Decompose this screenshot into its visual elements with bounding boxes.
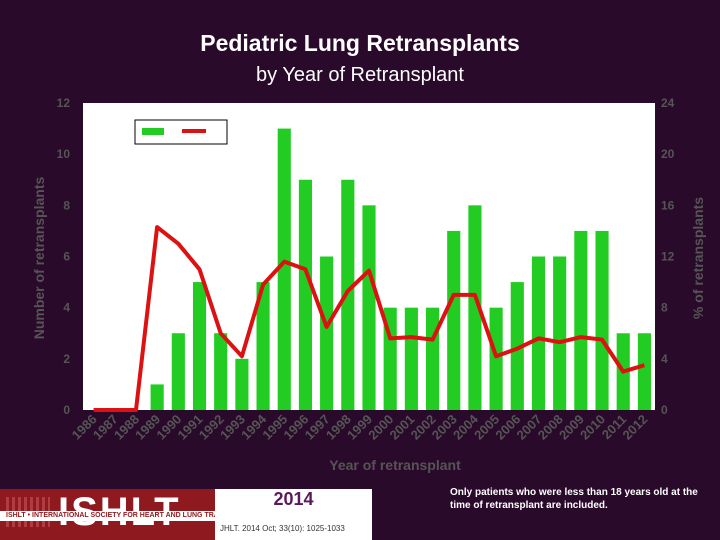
bar-2004 [468, 205, 482, 410]
bar-2002 [425, 307, 440, 410]
footnote: Only patients who were less than 18 year… [450, 487, 698, 511]
legend [134, 119, 228, 145]
bar-1989 [150, 384, 164, 410]
report-year: 2014 [273, 489, 314, 509]
bar-1991 [192, 282, 207, 410]
y-tick-4: 4 [63, 301, 70, 315]
right-axis-ticks: 0 4 8 12 16 20 24 [661, 96, 675, 417]
report-year-box: 2014 JHLT. 2014 Oct; 33(10): 1025-1033 [215, 489, 372, 540]
x-axis-ticks: 1986198719881989199019911992199319941995… [69, 411, 651, 443]
bar-1999 [362, 205, 376, 410]
x-tick-2012: 2012 [619, 412, 650, 443]
y-tick-0: 0 [63, 403, 70, 417]
citation: JHLT. 2014 Oct; 33(10): 1025-1033 [220, 524, 345, 533]
y-axis-label: Number of retransplants [31, 176, 47, 339]
chart-subtitle: by Year of Retransplant [256, 64, 464, 86]
bar-1993 [235, 358, 249, 410]
bar-1992 [214, 333, 228, 410]
y-tick-2: 2 [63, 352, 70, 366]
bar-2007 [531, 256, 546, 410]
bar-2010 [595, 230, 609, 410]
y2-axis-label: % of retransplants [690, 197, 706, 319]
y2-tick-0: 0 [661, 403, 668, 417]
bar-1994 [256, 282, 270, 410]
bar-2012 [637, 333, 651, 410]
legend-bar-swatch [142, 128, 164, 135]
y2-tick-16: 16 [661, 198, 675, 212]
y-tick-10: 10 [57, 147, 71, 161]
bar-2003 [447, 230, 461, 410]
bar-1990 [171, 333, 185, 410]
y2-tick-8: 8 [661, 301, 668, 315]
bar-1996 [298, 179, 313, 410]
x-axis-label: Year of retransplant [329, 457, 461, 473]
bar-2006 [510, 282, 524, 410]
bar-1997 [320, 256, 334, 410]
bar-1995 [277, 128, 291, 411]
left-axis-ticks: 0 2 4 6 8 10 12 [57, 96, 71, 417]
y2-tick-20: 20 [661, 147, 675, 161]
bar-2009 [574, 230, 588, 410]
bar-2005 [489, 307, 503, 410]
org-name-band: ISHLT • INTERNATIONAL SOCIETY FOR HEART … [0, 511, 372, 521]
bar-2008 [553, 256, 567, 410]
y2-tick-12: 12 [661, 250, 675, 264]
chart-title: Pediatric Lung Retransplants [200, 30, 520, 56]
bar-2001 [404, 307, 418, 410]
y-tick-12: 12 [57, 96, 71, 110]
y2-tick-4: 4 [661, 352, 668, 366]
y2-tick-24: 24 [661, 96, 675, 110]
percent-line [93, 225, 645, 412]
y-tick-8: 8 [63, 198, 70, 212]
y-tick-6: 6 [63, 250, 70, 264]
